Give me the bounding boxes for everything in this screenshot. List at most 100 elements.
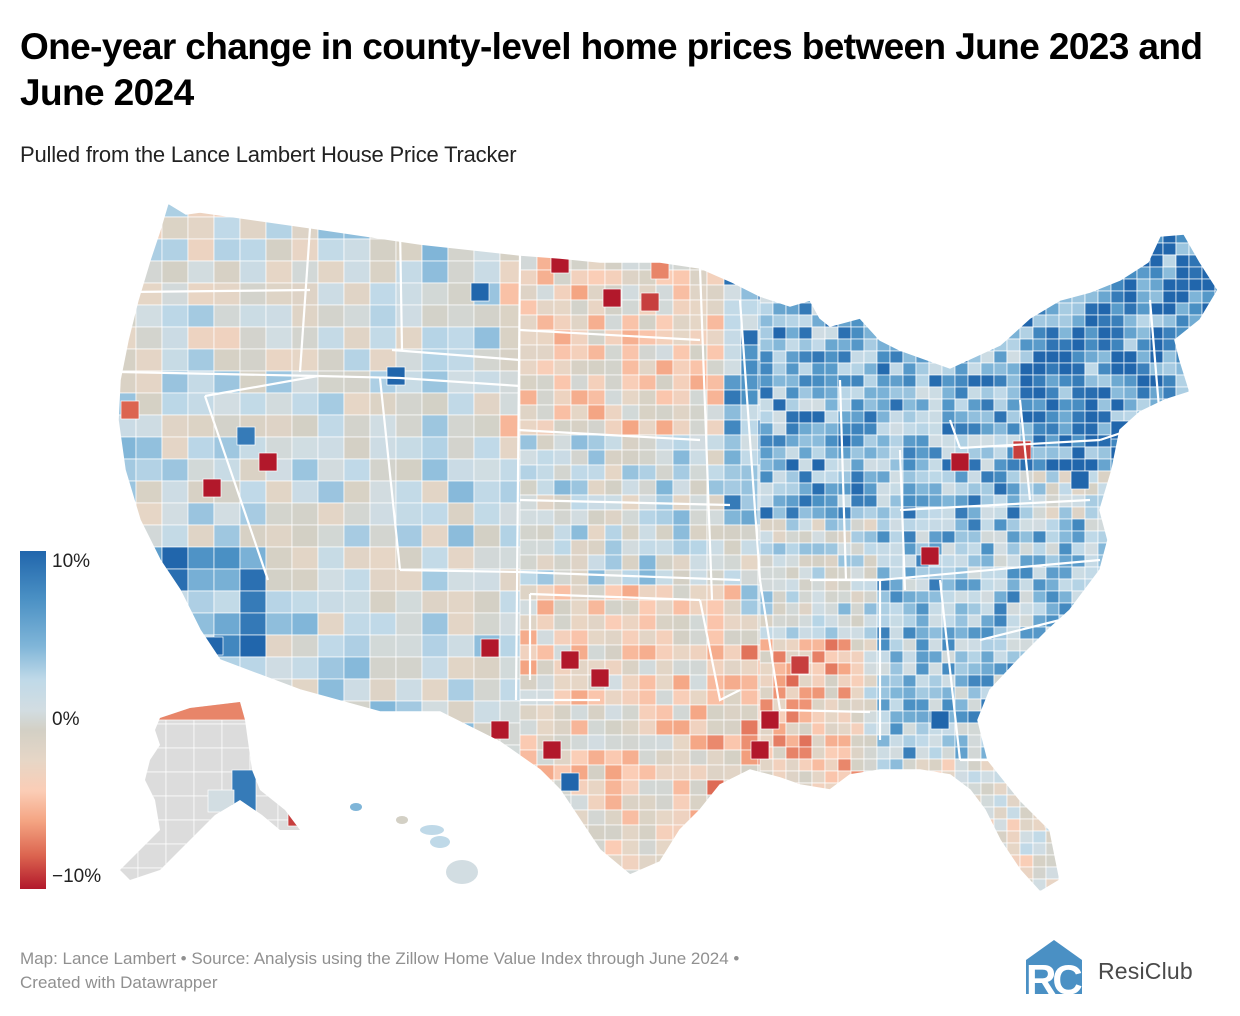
county-cell <box>519 224 538 241</box>
county-cell <box>772 686 787 700</box>
county-cell <box>291 436 319 460</box>
county-cell <box>824 878 839 892</box>
county-cell <box>863 338 878 352</box>
county-cell <box>850 734 865 748</box>
county-cell <box>1071 842 1086 856</box>
county-cell <box>1032 542 1047 556</box>
county-cell <box>448 899 474 900</box>
state-border <box>519 498 731 507</box>
county-cell <box>689 824 708 841</box>
county-cell <box>1110 266 1125 280</box>
county-cell <box>118 788 137 812</box>
county-cell <box>1097 338 1112 352</box>
county-cell <box>447 766 475 790</box>
county-cell <box>785 458 800 472</box>
county-cell <box>706 359 725 376</box>
county-cell <box>369 568 397 592</box>
county-cell <box>863 542 878 556</box>
county-cell <box>798 482 813 496</box>
county-cell <box>291 546 319 570</box>
county-cell <box>759 470 774 484</box>
county-cell <box>587 269 606 286</box>
county-cell <box>621 779 640 796</box>
county-cell <box>1123 722 1138 736</box>
county-cell <box>265 238 293 262</box>
resiclub-logo[interactable]: RC <box>1024 938 1224 998</box>
county-cell <box>473 612 501 636</box>
county-cell <box>1175 458 1190 472</box>
county-cell <box>1084 734 1099 748</box>
county-cell <box>265 348 293 372</box>
county-cell <box>587 434 606 451</box>
county-cell <box>1071 638 1086 652</box>
county-cell <box>785 590 800 604</box>
county-cell <box>672 344 691 361</box>
county-cell <box>118 810 137 834</box>
county-cell <box>1110 650 1125 664</box>
county-cell <box>1214 806 1218 820</box>
county-cell <box>902 710 917 724</box>
county-cell <box>638 764 657 781</box>
county-cell <box>723 299 742 316</box>
county-cell <box>1123 230 1138 244</box>
county-cell <box>421 203 449 218</box>
county-cell <box>993 842 1008 856</box>
county-cell <box>824 554 839 568</box>
county-cell <box>941 410 956 424</box>
county-cell <box>1032 458 1047 472</box>
county-cell <box>850 326 865 340</box>
county-cell <box>824 662 839 676</box>
county-cell <box>863 590 878 604</box>
county-cell <box>1228 855 1240 867</box>
county-cell <box>265 832 293 856</box>
county-cell <box>1045 362 1060 376</box>
county-cell <box>570 464 589 481</box>
borough-cell <box>193 867 223 880</box>
county-cell <box>317 238 345 262</box>
county-cell <box>213 216 241 240</box>
county-cell <box>369 744 397 768</box>
county-cell <box>587 554 606 571</box>
state-border <box>1099 418 1161 442</box>
county-cell <box>1084 686 1099 700</box>
county-cell <box>863 698 878 712</box>
county-cell <box>723 359 742 376</box>
county-cell <box>1071 854 1086 868</box>
county-cell <box>1097 386 1112 400</box>
county-cell <box>1162 650 1177 664</box>
county-cell <box>967 254 982 268</box>
county-cell <box>638 389 657 406</box>
county-cell <box>1162 710 1177 724</box>
county-cell <box>772 230 787 244</box>
county-cell <box>1136 770 1151 784</box>
county-cell <box>954 686 969 700</box>
county-cell <box>1228 411 1240 423</box>
county-cell <box>706 809 725 826</box>
county-cell <box>759 506 774 520</box>
county-cell <box>941 866 956 880</box>
county-cell <box>135 678 163 702</box>
county-cell <box>447 216 475 240</box>
county-cell <box>889 626 904 640</box>
county-cell <box>689 239 708 256</box>
state-border <box>298 227 312 373</box>
county-cell <box>499 876 527 892</box>
logo-text[interactable]: ResiClub <box>1098 958 1193 984</box>
county-cell-highlight <box>202 478 222 498</box>
county-cell <box>672 419 691 436</box>
county-cell <box>1162 758 1177 772</box>
county-cell <box>889 614 904 628</box>
county-cell <box>587 374 606 391</box>
county-cell <box>798 590 813 604</box>
county-cell <box>785 326 800 340</box>
county-cell <box>837 794 852 808</box>
county-cell <box>1058 410 1073 424</box>
county-cell <box>1019 770 1034 784</box>
county-cell <box>837 698 852 712</box>
county-cell <box>954 290 969 304</box>
county-cell <box>1162 518 1177 532</box>
county-cell <box>1201 482 1216 496</box>
county-cell <box>1045 722 1060 736</box>
county-cell <box>1097 302 1112 316</box>
county-cell <box>421 392 449 416</box>
